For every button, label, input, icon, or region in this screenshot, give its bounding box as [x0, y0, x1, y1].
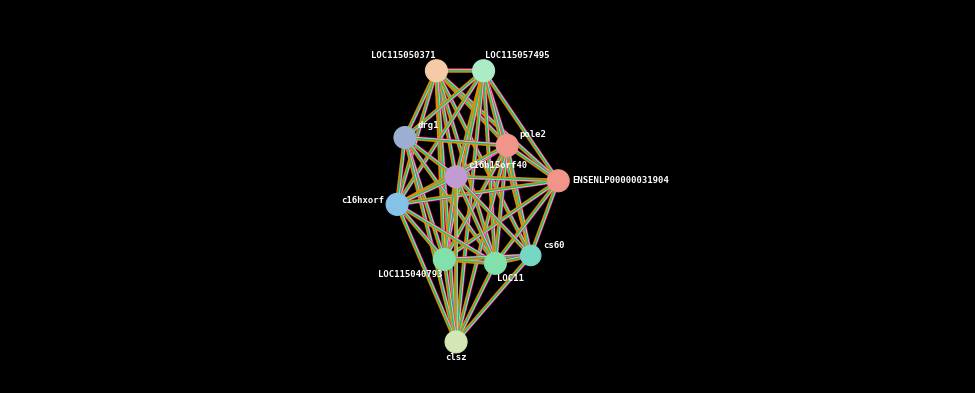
Circle shape	[433, 248, 455, 270]
Text: LOC115040793: LOC115040793	[377, 270, 443, 279]
Text: clsz: clsz	[446, 353, 467, 362]
Text: c16hxorf: c16hxorf	[341, 196, 384, 205]
Circle shape	[445, 331, 467, 353]
Circle shape	[547, 170, 569, 192]
Text: drg1: drg1	[417, 121, 439, 130]
Circle shape	[386, 193, 409, 215]
Text: cs60: cs60	[543, 241, 565, 250]
Circle shape	[521, 245, 541, 266]
Circle shape	[496, 134, 518, 156]
Text: LOC11: LOC11	[497, 274, 525, 283]
Circle shape	[445, 166, 467, 188]
Text: ENSENLP00000031904: ENSENLP00000031904	[572, 176, 669, 185]
Text: c16h15orf40: c16h15orf40	[469, 162, 527, 170]
Circle shape	[473, 60, 494, 82]
Text: LOC115050371: LOC115050371	[370, 51, 435, 60]
Circle shape	[394, 127, 416, 149]
Circle shape	[425, 60, 448, 82]
Circle shape	[485, 252, 506, 274]
Text: pole2: pole2	[520, 130, 547, 139]
Text: LOC115057495: LOC115057495	[485, 51, 549, 60]
